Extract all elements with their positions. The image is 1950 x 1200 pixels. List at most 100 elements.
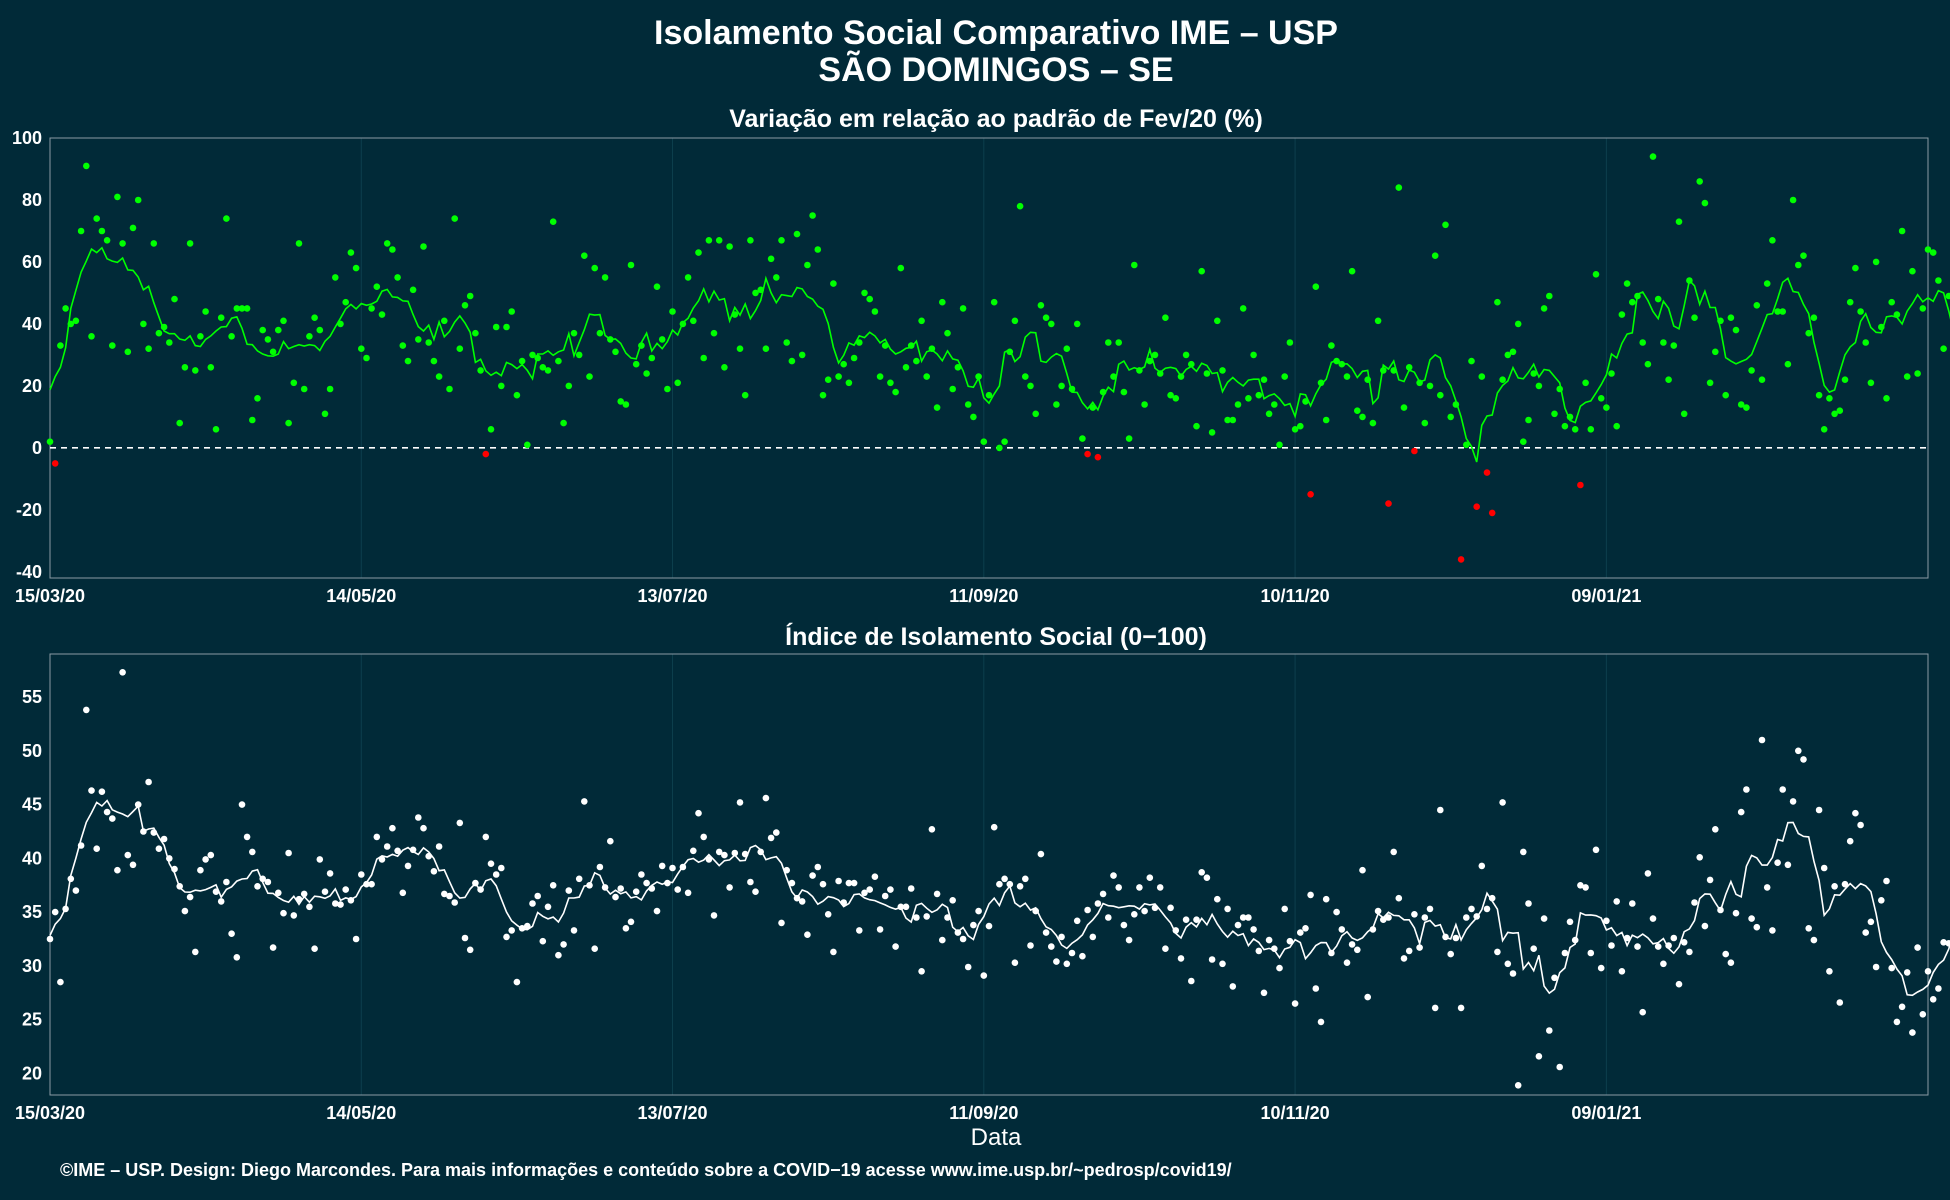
data-point bbox=[57, 978, 64, 986]
y-tick-label: 40 bbox=[22, 848, 42, 868]
data-point bbox=[1359, 413, 1366, 421]
data-point bbox=[1722, 391, 1729, 399]
data-point bbox=[923, 913, 930, 920]
data-point bbox=[1857, 308, 1864, 315]
data-point bbox=[1613, 422, 1620, 430]
data-point bbox=[119, 240, 126, 247]
data-point bbox=[933, 404, 941, 411]
x-tick-label: 13/07/20 bbox=[638, 1103, 708, 1123]
data-point bbox=[1660, 960, 1667, 968]
data-point bbox=[575, 875, 583, 883]
data-point bbox=[1665, 376, 1672, 384]
data-point bbox=[1597, 964, 1605, 972]
data-point bbox=[1359, 866, 1366, 874]
data-point bbox=[1722, 950, 1729, 958]
data-point bbox=[1577, 481, 1584, 489]
data-point bbox=[1857, 821, 1864, 829]
data-point bbox=[420, 243, 427, 250]
data-point bbox=[228, 333, 235, 340]
data-point bbox=[1395, 894, 1403, 902]
data-point bbox=[918, 317, 925, 325]
data-point bbox=[845, 379, 853, 387]
data-point bbox=[949, 897, 956, 904]
data-point bbox=[342, 298, 350, 306]
data-point bbox=[1468, 357, 1475, 365]
data-point bbox=[420, 824, 427, 832]
data-point bbox=[1592, 846, 1600, 854]
data-point bbox=[1146, 874, 1154, 881]
data-point bbox=[269, 944, 277, 951]
data-point bbox=[747, 237, 754, 244]
data-point bbox=[695, 249, 702, 256]
data-point bbox=[1836, 407, 1844, 415]
data-point bbox=[1883, 395, 1890, 402]
data-point bbox=[233, 954, 241, 961]
data-point bbox=[1789, 798, 1797, 805]
data-point bbox=[736, 345, 744, 353]
data-point bbox=[383, 843, 391, 850]
data-point bbox=[1302, 398, 1309, 405]
data-point bbox=[876, 373, 884, 380]
data-point bbox=[944, 329, 951, 337]
data-point bbox=[1509, 970, 1517, 977]
data-point bbox=[705, 237, 713, 244]
data-point bbox=[1182, 351, 1190, 359]
data-point bbox=[1587, 426, 1595, 433]
data-point bbox=[658, 336, 666, 343]
data-point bbox=[1929, 996, 1937, 1003]
data-point bbox=[793, 894, 801, 902]
data-point bbox=[1478, 862, 1486, 870]
data-point bbox=[757, 286, 764, 294]
data-point bbox=[1473, 503, 1480, 511]
data-point bbox=[1914, 944, 1921, 951]
data-point bbox=[1032, 410, 1039, 418]
data-point bbox=[1099, 890, 1107, 898]
data-point bbox=[1649, 153, 1657, 160]
data-point bbox=[591, 945, 598, 952]
data-point bbox=[1214, 317, 1221, 325]
data-point bbox=[202, 308, 209, 315]
data-point bbox=[1649, 915, 1657, 922]
data-point bbox=[1680, 939, 1688, 946]
data-point bbox=[1463, 914, 1470, 921]
data-point bbox=[778, 919, 785, 927]
data-point bbox=[1188, 360, 1195, 368]
data-point bbox=[1665, 942, 1672, 949]
data-point bbox=[223, 878, 230, 886]
data-point bbox=[1198, 267, 1205, 275]
data-point bbox=[1162, 314, 1169, 322]
data-point bbox=[1743, 404, 1750, 411]
x-tick-label: 09/01/21 bbox=[1571, 1103, 1641, 1123]
data-point bbox=[72, 317, 80, 325]
data-point bbox=[1151, 351, 1159, 359]
data-point bbox=[954, 929, 962, 936]
data-point bbox=[1063, 960, 1071, 968]
data-point bbox=[1784, 360, 1792, 368]
data-point bbox=[1488, 509, 1496, 517]
data-point bbox=[1644, 360, 1652, 368]
data-point bbox=[1073, 320, 1081, 328]
data-point bbox=[581, 252, 588, 259]
data-point bbox=[1442, 221, 1449, 229]
data-point bbox=[1141, 401, 1148, 408]
data-point bbox=[508, 927, 515, 934]
data-point bbox=[809, 212, 816, 219]
data-point bbox=[710, 329, 718, 337]
data-point bbox=[1271, 401, 1278, 408]
data-point bbox=[684, 889, 692, 897]
data-point bbox=[171, 865, 178, 873]
data-point bbox=[1758, 736, 1766, 744]
data-point bbox=[985, 922, 993, 930]
data-point bbox=[1115, 339, 1122, 346]
data-point bbox=[1011, 959, 1019, 966]
data-point bbox=[409, 286, 417, 294]
data-point bbox=[1577, 882, 1584, 889]
data-point bbox=[856, 339, 863, 346]
data-point bbox=[1820, 426, 1828, 433]
data-point bbox=[881, 342, 889, 349]
data-point bbox=[1748, 915, 1755, 922]
data-point bbox=[1727, 314, 1735, 322]
y-tick-label: 45 bbox=[22, 795, 42, 815]
data-point bbox=[1136, 367, 1143, 374]
moving-average-line bbox=[49, 246, 1950, 463]
